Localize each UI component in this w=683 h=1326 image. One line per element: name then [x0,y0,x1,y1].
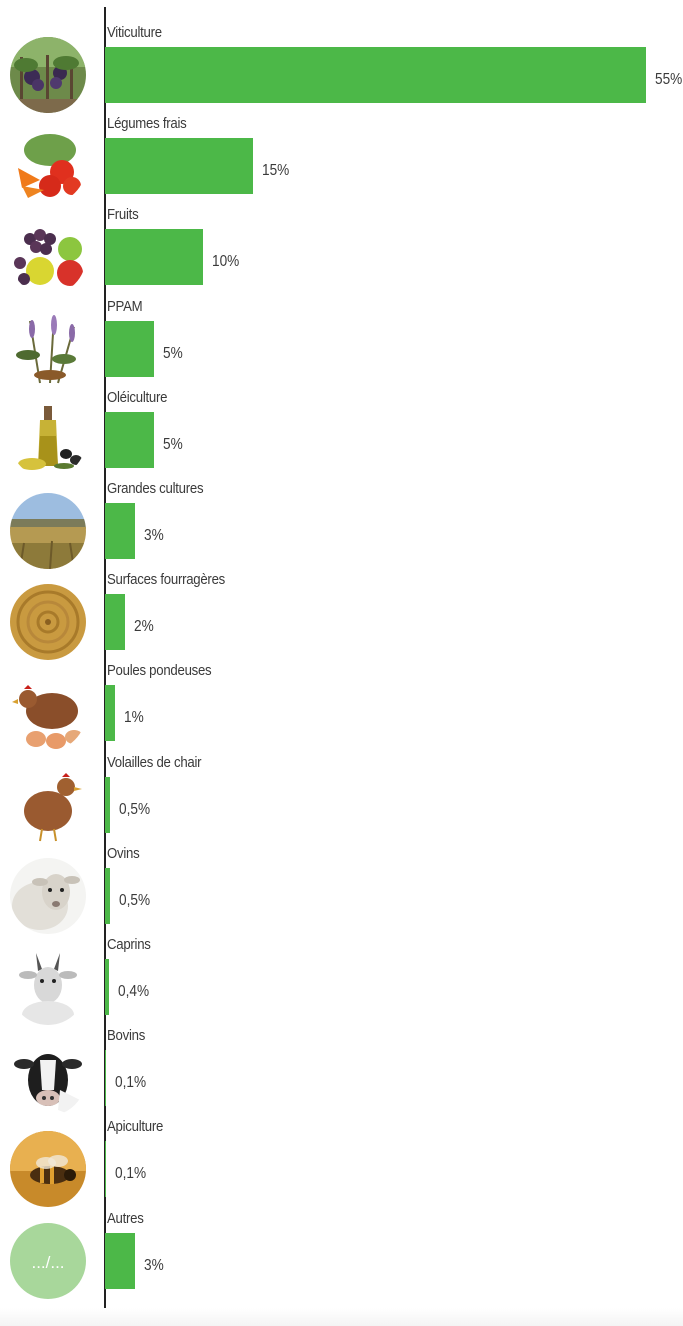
goat-icon-graphic [10,949,86,1025]
value-label: 3% [143,1257,164,1274]
bar [105,47,646,103]
category-label: Ovins [107,845,140,862]
value-label: 55% [655,71,683,88]
bee-icon-graphic [10,1131,86,1207]
goat-icon [10,949,86,1025]
value-label: 10% [212,253,240,270]
category-label: PPAM [107,298,143,315]
chicken-icon [10,767,86,843]
category-label: Volailles de chair [107,754,202,771]
fruits-icon-graphic [10,219,86,295]
category-axis-line [104,7,106,1326]
vegetables-icon [10,128,86,204]
bar [105,229,204,285]
wheat-field-icon-graphic [10,493,86,569]
bar [105,412,155,468]
bar [105,138,253,194]
herbs-icon [10,311,86,387]
category-label: Caprins [107,936,151,953]
fruits-icon [10,219,86,295]
others-icon: .../... [10,1223,86,1299]
others-icon-graphic: .../... [10,1223,86,1299]
value-label: 0,5% [118,801,151,818]
olive-oil-icon-graphic [10,402,86,478]
bar [105,1233,135,1289]
category-label: Surfaces fourragères [107,571,225,588]
sheep-icon [10,858,86,934]
category-label: Fruits [107,206,139,223]
category-label: Poules pondeuses [107,662,212,679]
category-label: Viticulture [107,24,162,41]
bar [105,503,135,559]
hen-with-eggs-icon-graphic [10,675,86,751]
hen-with-eggs-icon [10,675,86,751]
category-label: Légumes frais [107,115,187,132]
chicken-icon-graphic [10,767,86,843]
value-label: 0,1% [115,1165,147,1182]
vineyard-icon-graphic [10,37,86,113]
others-icon-text: .../... [31,1253,64,1272]
bar [105,1050,106,1106]
vineyard-icon [10,37,86,113]
cow-icon [10,1040,86,1116]
wheat-field-icon [10,493,86,569]
value-label: 2% [133,618,154,635]
category-label: Oléiculture [107,389,168,406]
category-label: Bovins [107,1027,146,1044]
sheep-icon-graphic [10,858,86,934]
value-label: 3% [143,527,164,544]
value-label: 5% [163,436,183,453]
bar [105,777,110,833]
bee-icon [10,1131,86,1207]
value-label: 0,5% [118,892,151,909]
bar [105,959,109,1015]
value-label: 0,4% [117,983,150,1000]
bar [105,594,125,650]
value-label: 15% [261,162,289,179]
bar [105,1141,106,1197]
value-label: 0,1% [115,1074,147,1091]
vegetables-icon-graphic [10,128,86,204]
category-label: Grandes cultures [107,480,204,497]
bar [105,868,110,924]
hay-bale-icon-graphic [10,584,86,660]
bar [105,321,155,377]
bar [105,685,115,741]
herbs-icon-graphic [10,311,86,387]
bottom-shadow [0,1308,683,1326]
value-label: 5% [163,345,183,362]
cow-icon-graphic [10,1040,86,1116]
hay-bale-icon [10,584,86,660]
olive-oil-icon [10,402,86,478]
category-label: Apiculture [107,1118,164,1135]
value-label: 1% [123,709,144,726]
category-label: Autres [107,1210,144,1227]
